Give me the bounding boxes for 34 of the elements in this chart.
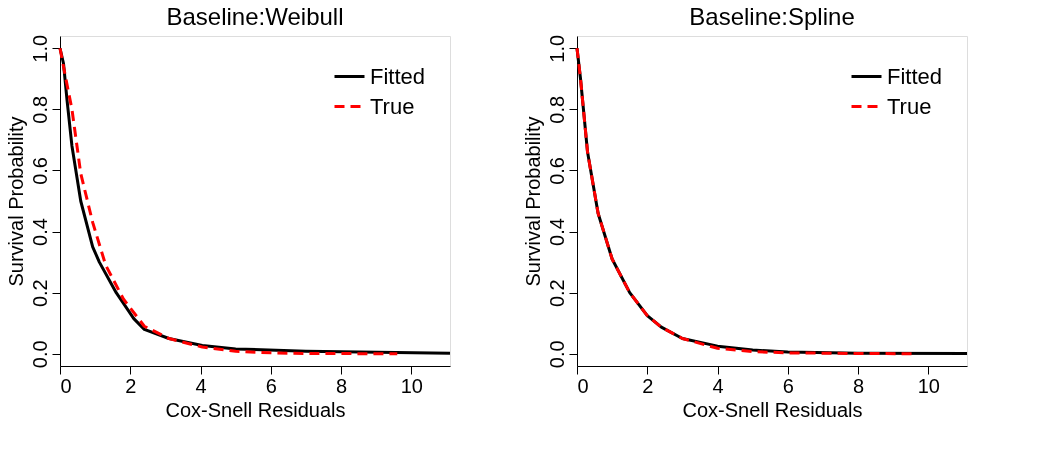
legend-label: True	[370, 93, 415, 119]
y-tick-label: 0.8	[28, 95, 51, 124]
y-tick-label: 0.2	[545, 279, 568, 308]
legend-label: Fitted	[370, 63, 426, 89]
chart-title: Baseline:Spline	[689, 3, 855, 31]
x-tick-label: 8	[853, 374, 865, 397]
x-tick-label: 6	[265, 374, 277, 397]
y-tick-label: 0.0	[28, 340, 51, 369]
x-tick-label: 10	[917, 374, 940, 397]
x-tick-label: 4	[195, 374, 207, 397]
x-tick-label: 2	[125, 374, 137, 397]
legend-label: Fitted	[887, 63, 943, 89]
x-tick-label: 4	[712, 374, 724, 397]
y-tick-label: 0.4	[28, 218, 51, 246]
x-tick-label: 0	[60, 374, 72, 397]
x-tick-label: 0	[577, 374, 589, 397]
y-tick-label: 0.0	[545, 340, 568, 369]
y-tick-label: 1.0	[545, 34, 568, 63]
legend-label: True	[887, 93, 932, 119]
chart-title: Baseline:Weibull	[166, 3, 344, 31]
x-tick-label: 6	[782, 374, 794, 397]
y-axis-title: Survival Probability	[4, 116, 27, 287]
y-tick-label: 0.4	[545, 218, 568, 246]
x-axis-title: Cox-Snell Residuals	[682, 398, 863, 421]
x-axis-title: Cox-Snell Residuals	[165, 398, 346, 421]
y-tick-label: 0.2	[28, 279, 51, 308]
y-tick-label: 0.6	[28, 157, 51, 185]
x-tick-label: 8	[336, 374, 348, 397]
y-tick-label: 0.8	[545, 95, 568, 124]
y-tick-label: 1.0	[28, 34, 51, 63]
x-tick-label: 2	[642, 374, 654, 397]
x-tick-label: 10	[400, 374, 423, 397]
y-tick-label: 0.6	[545, 157, 568, 185]
y-axis-title: Survival Probability	[521, 116, 544, 287]
